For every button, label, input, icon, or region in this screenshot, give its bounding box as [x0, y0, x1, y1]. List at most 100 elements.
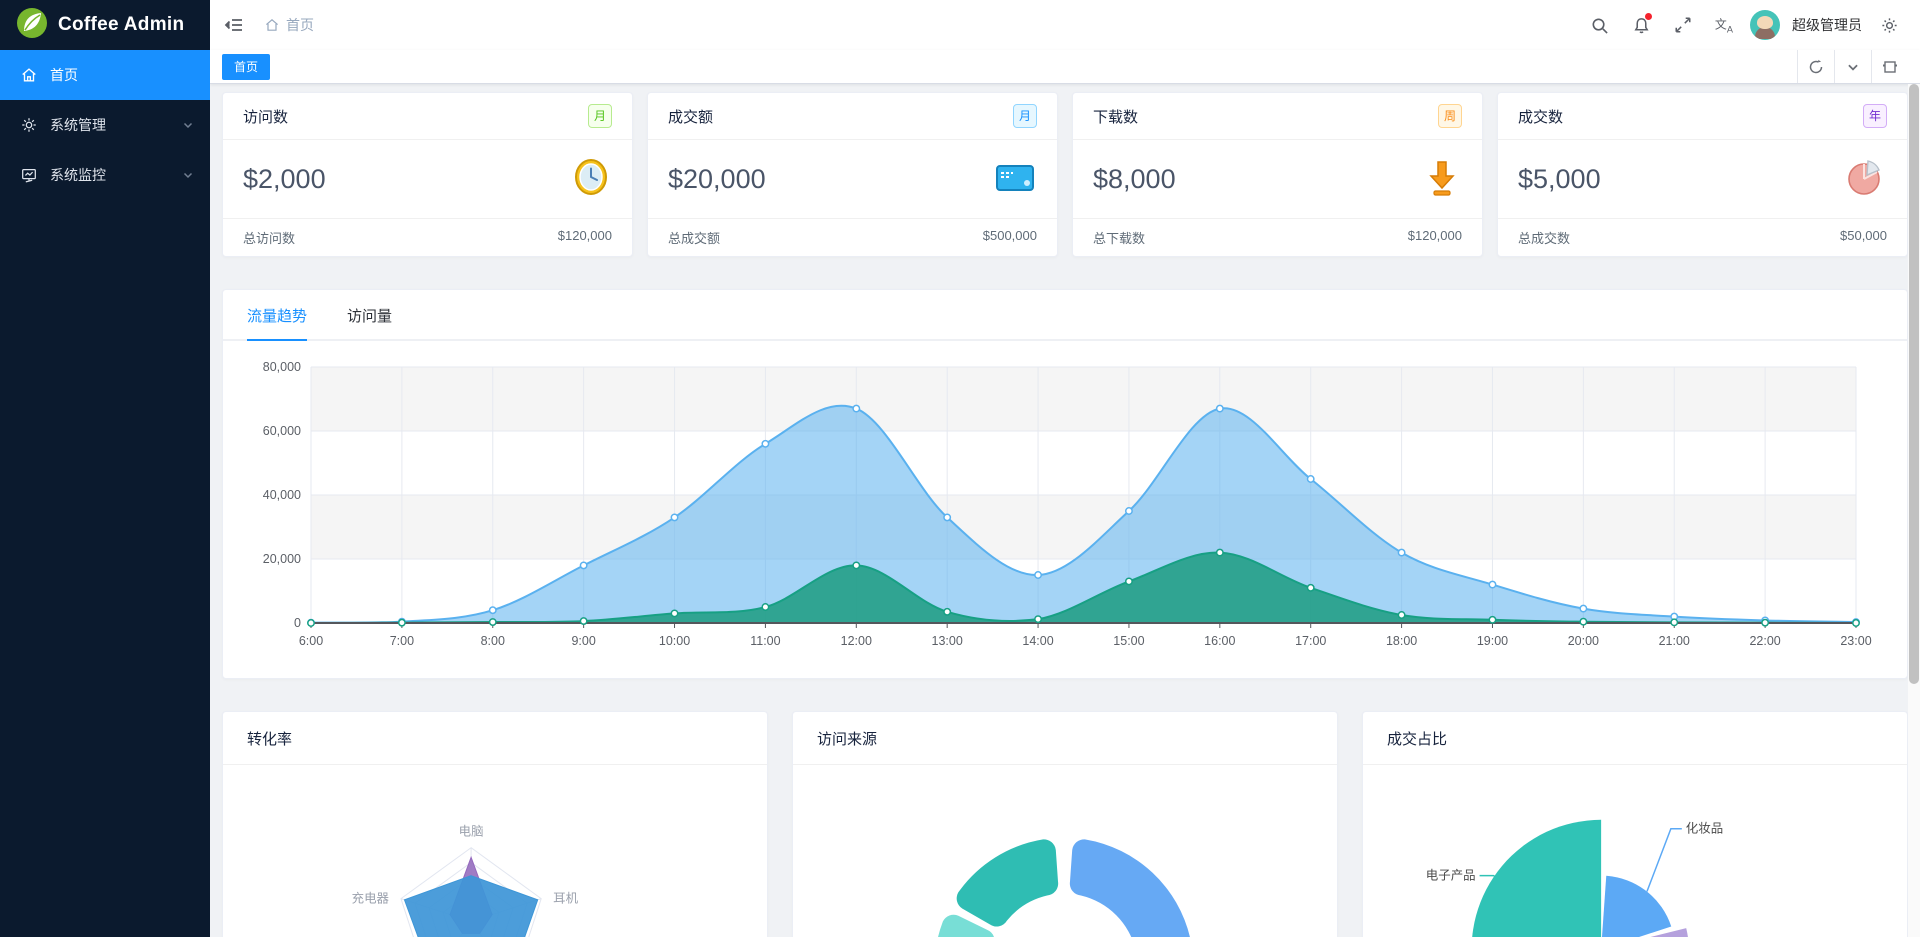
- sidebar-item-home[interactable]: 首页: [0, 50, 210, 100]
- home-icon: [22, 68, 36, 82]
- stat-card-deals: 成交数 年 $5,000 总成交数 $50,000: [1497, 92, 1908, 257]
- sidebar-item-label: 系统监控: [50, 167, 106, 183]
- svg-text:15:00: 15:00: [1113, 634, 1144, 648]
- sidebar-item-label: 首页: [50, 67, 78, 83]
- stat-card-footer-value: $50,000: [1840, 228, 1887, 243]
- svg-text:A: A: [1727, 24, 1734, 34]
- stat-card-footer-value: $120,000: [1407, 228, 1462, 243]
- svg-text:7:00: 7:00: [390, 634, 414, 648]
- sidebar-menu: 首页 系统管理 系统监控: [0, 50, 210, 200]
- sidebar-item-system-management[interactable]: 系统管理: [0, 100, 210, 150]
- translate-icon[interactable]: 文 A: [1708, 9, 1742, 41]
- conversion-rate-card: 转化率 电脑 耳机 充电器: [222, 711, 768, 937]
- top-navbar: 首页: [210, 0, 1920, 50]
- stat-card-downloads: 下载数 周 $8,000 总下载数 $120,000: [1072, 92, 1483, 257]
- notification-badge-dot: [1645, 13, 1652, 20]
- home-icon: [266, 19, 278, 31]
- stat-card-title: 访问数: [243, 108, 289, 126]
- sidebar-item-system-monitor[interactable]: 系统监控: [0, 150, 210, 200]
- deal-share-card: 成交占比 电子产品 化妆品: [1362, 711, 1908, 937]
- card-title: 成交占比: [1363, 712, 1907, 765]
- scrollbar-thumb[interactable]: [1909, 84, 1919, 684]
- pie-label-cosmetics: 化妆品: [1686, 822, 1723, 836]
- pie-label-electronics: 电子产品: [1426, 869, 1476, 883]
- traffic-trend-chart: 0 20,000 40,000 60,000 80,000 6:00 7:00 8:00 9:0…: [263, 360, 1872, 648]
- deal-share-pie-chart: 电子产品 化妆品: [1426, 819, 1723, 937]
- stat-card-title: 下载数: [1093, 108, 1139, 126]
- menu-fold-icon[interactable]: [218, 9, 250, 41]
- svg-text:电脑: 电脑: [459, 825, 484, 839]
- notification-bell-icon[interactable]: [1624, 9, 1658, 41]
- sidebar-item-label: 系统管理: [50, 117, 106, 133]
- username[interactable]: 超级管理员: [1792, 17, 1862, 33]
- svg-text:40,000: 40,000: [263, 488, 301, 502]
- tab-visits[interactable]: 访问量: [347, 308, 393, 325]
- tag-home[interactable]: 首页: [222, 53, 271, 80]
- visit-source-card: 访问来源: [792, 711, 1338, 937]
- svg-text:17:00: 17:00: [1295, 634, 1326, 648]
- app-title: Coffee Admin: [58, 14, 185, 35]
- app-logo[interactable]: Coffee Admin: [0, 0, 210, 50]
- svg-text:13:00: 13:00: [932, 634, 963, 648]
- svg-text:8:00: 8:00: [481, 634, 505, 648]
- trend-tabs: 流量趋势 访问量: [223, 290, 1907, 341]
- breadcrumb[interactable]: 首页: [264, 15, 314, 35]
- clock-icon: [570, 156, 612, 203]
- chevron-down-icon: [183, 172, 193, 179]
- refresh-icon[interactable]: [1797, 50, 1834, 83]
- sidebar: Coffee Admin 首页 系统管理 系统监控: [0, 0, 210, 937]
- svg-text:12:00: 12:00: [841, 634, 872, 648]
- stat-card-footer-label: 总下载数: [1093, 231, 1146, 246]
- download-icon: [1422, 156, 1462, 203]
- svg-text:6:00: 6:00: [299, 634, 323, 648]
- visit-source-donut-chart: [938, 839, 1190, 937]
- card-title: 访问来源: [793, 712, 1337, 765]
- stat-card-turnover: 成交额 月 $20,000 总成交额 $500,000: [647, 92, 1058, 257]
- search-icon[interactable]: [1582, 9, 1616, 41]
- period-badge: 月: [1013, 104, 1037, 128]
- svg-text:60,000: 60,000: [263, 424, 301, 438]
- tags-view-bar: 首页: [210, 50, 1920, 84]
- period-badge: 周: [1438, 104, 1462, 128]
- stat-cards-row: 访问数 月 $2,000 总访问数 $120,000: [222, 92, 1908, 257]
- stat-card-value: $5,000: [1518, 163, 1601, 194]
- svg-text:18:00: 18:00: [1386, 634, 1417, 648]
- svg-text:耳机: 耳机: [553, 892, 578, 906]
- traffic-trend-card: 流量趋势 访问量 0 20,000 40,000 60,000 80,000 6:00 7:…: [222, 289, 1908, 679]
- stat-card-visits: 访问数 月 $2,000 总访问数 $120,000: [222, 92, 633, 257]
- svg-text:16:00: 16:00: [1204, 634, 1235, 648]
- svg-text:23:00: 23:00: [1840, 634, 1871, 648]
- stat-card-footer-value: $120,000: [557, 228, 612, 243]
- bottom-cards-row: 转化率 电脑 耳机 充电器 访问来源 成交占比 电子产品 化妆品: [222, 711, 1908, 937]
- svg-text:10:00: 10:00: [659, 634, 690, 648]
- svg-text:文: 文: [1715, 18, 1727, 32]
- svg-text:19:00: 19:00: [1477, 634, 1508, 648]
- settings-gear-icon[interactable]: [1872, 9, 1906, 41]
- maximize-icon[interactable]: [1871, 50, 1908, 83]
- svg-text:14:00: 14:00: [1022, 634, 1053, 648]
- breadcrumb-label: 首页: [286, 17, 314, 33]
- chevron-down-icon[interactable]: [1834, 50, 1871, 83]
- credit-card-icon: [993, 157, 1037, 202]
- fullscreen-icon[interactable]: [1666, 9, 1700, 41]
- stat-card-footer-value: $500,000: [982, 228, 1037, 243]
- chevron-down-icon: [183, 122, 193, 129]
- pie-icon: [1845, 156, 1887, 203]
- tab-traffic-trend[interactable]: 流量趋势: [247, 305, 308, 341]
- svg-text:0: 0: [294, 616, 301, 630]
- svg-text:20,000: 20,000: [263, 552, 301, 566]
- leaf-logo-icon: [16, 7, 48, 44]
- stat-card-title: 成交额: [668, 108, 714, 126]
- stat-card-footer-label: 总访问数: [243, 231, 296, 246]
- svg-text:11:00: 11:00: [750, 634, 780, 648]
- stat-card-footer-label: 总成交额: [668, 231, 721, 246]
- stat-card-footer-label: 总成交数: [1518, 231, 1571, 246]
- stat-card-value: $2,000: [243, 163, 326, 194]
- stat-card-value: $8,000: [1093, 163, 1176, 194]
- svg-text:充电器: 充电器: [352, 891, 390, 906]
- monitor-icon: [22, 168, 36, 183]
- period-badge: 年: [1863, 104, 1887, 128]
- gear-icon: [22, 118, 36, 132]
- avatar[interactable]: [1750, 10, 1780, 40]
- svg-text:20:00: 20:00: [1568, 634, 1599, 648]
